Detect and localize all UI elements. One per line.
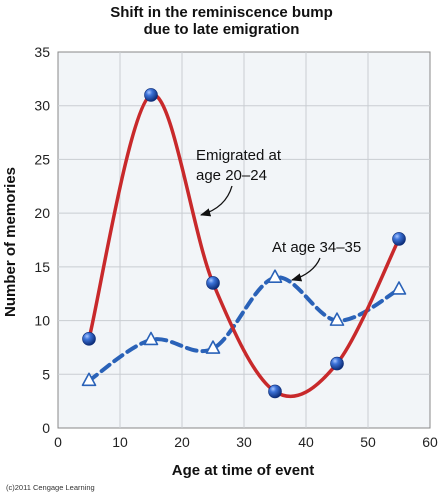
- y-tick-label: 5: [42, 366, 50, 382]
- annotation-emigrated-line-1: Emigrated at: [196, 147, 282, 164]
- grid: [58, 52, 430, 428]
- y-tick-label: 10: [34, 313, 50, 329]
- annotation-arrow-red: [200, 185, 233, 217]
- annotation-arrow-blue: [291, 257, 321, 282]
- data-point-age-34-35: [81, 372, 97, 387]
- data-point-age-34-35: [329, 312, 345, 326]
- y-tick-label: 35: [34, 44, 50, 60]
- data-point-emigrated-20-24: [330, 356, 344, 371]
- axes: 0 10 20 30 40 50 60 0 5 10 15 20 25 30 35: [34, 44, 438, 450]
- chart-title-line-1: Shift in the reminiscence bump: [110, 4, 333, 21]
- data-point-emigrated-20-24: [144, 88, 158, 102]
- y-tick-label: 30: [34, 98, 50, 114]
- x-tick-label: 60: [422, 434, 438, 450]
- data-point-emigrated-20-24: [206, 276, 220, 290]
- x-axis-label: Age at time of event: [172, 462, 315, 479]
- y-axis-label: Number of memories: [2, 167, 19, 317]
- data-point-age-34-35: [205, 340, 221, 354]
- x-tick-label: 40: [298, 434, 314, 450]
- annotation-emigrated-line-2: age 20–24: [196, 167, 267, 184]
- x-tick-label: 20: [174, 434, 190, 450]
- data-point-age-34-35: [391, 281, 407, 295]
- copyright-credit: (c)2011 Cengage Learning: [6, 483, 95, 492]
- x-tick-label: 0: [54, 434, 62, 450]
- plot-area: [57, 51, 431, 429]
- annotation-emigrated-20-24: Emigrated at age 20–24: [196, 147, 282, 217]
- y-tick-label: 0: [42, 420, 50, 436]
- data-point-emigrated-20-24: [268, 384, 282, 399]
- x-tick-label: 30: [236, 434, 252, 450]
- y-tick-label: 20: [34, 205, 50, 221]
- y-tick-label: 15: [34, 259, 50, 275]
- x-tick-label: 50: [360, 434, 376, 450]
- data-point-emigrated-20-24: [82, 332, 96, 346]
- x-tick-label: 10: [112, 434, 128, 450]
- y-tick-label: 25: [34, 151, 50, 167]
- series-layer: [81, 88, 407, 399]
- data-point-age-34-35: [267, 269, 283, 283]
- annotation-age-34-35-label: At age 34–35: [272, 239, 361, 256]
- data-point-age-34-35: [143, 331, 159, 346]
- data-point-emigrated-20-24: [392, 232, 406, 246]
- annotation-age-34-35: At age 34–35: [272, 239, 361, 282]
- chart-title-line-2: due to late emigration: [143, 21, 300, 38]
